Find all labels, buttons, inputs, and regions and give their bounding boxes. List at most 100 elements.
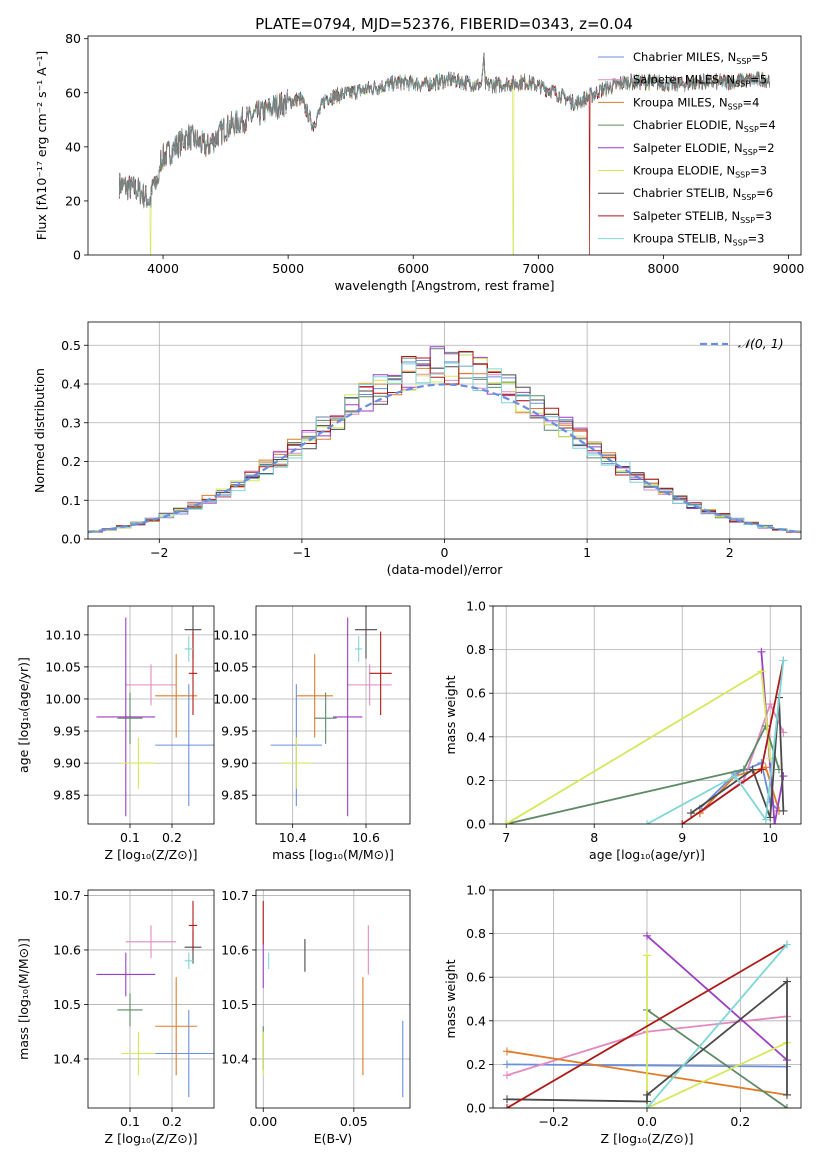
y-tick-label: 0.5 [61,338,81,353]
weight-marker [503,1060,511,1069]
weight-line-chabrier-elodie [643,1005,791,1108]
weight-marker [502,820,511,824]
x-tick-label: 10 [762,830,778,845]
y-tick-label: 10.4 [53,1051,81,1066]
spectrum-legend: Chabrier MILES, NSSP=5 Salpeter MILES, NS… [598,50,776,248]
residual-histograms [88,346,801,534]
errorbar-kroupa-stelib [355,636,363,662]
y-tick-label: 9.90 [221,756,249,771]
weight-marker [761,763,770,772]
x-tick-label: −2 [150,545,168,560]
weight-marker [783,1090,791,1099]
x-tick-label: 7000 [522,261,554,276]
mass_vs_Z-axes: 0.1 0.2 10.4 10.5 10.6 10.7 Z [log₁₀(Z/Z⊙)] mas… [16,888,214,1146]
y-tick-label: 10.05 [213,659,249,674]
y-tick-label: 0.8 [466,926,486,941]
legend-entry: Salpeter STELIB, NSSP=3 [633,209,772,225]
weight-marker [770,820,779,824]
errorbar-salpeter-stelib [188,631,198,715]
y-tick-label: 0.2 [466,1057,486,1072]
x-tick-label: 8000 [647,261,679,276]
legend-entry: Kroupa ELODIE, NSSP=3 [633,164,767,180]
weight-line-kroupa-elodie [502,667,775,824]
weight_vs_age-ylabel: mass weight [443,675,458,754]
y-tick-label: 0.4 [466,1013,486,1028]
mass_vs_ebv-axes: 0.00 0.05 10.4 10.5 10.6 10.7 E(B-V) [221,888,410,1146]
weight-marker [766,813,775,822]
weight-marker [757,765,766,774]
x-tick-label: 0.1 [120,1114,140,1129]
weight_vs_Z-frame [492,889,802,1109]
errorbar-salpeter-miles [125,664,177,706]
x-tick-label: 9000 [773,261,805,276]
age_vs_mass-frame [255,605,411,825]
normal-curve [88,383,801,534]
age_vs_mass-points [270,606,392,817]
y-tick-label: 0.6 [466,686,486,701]
age_vs_mass-xlabel: mass [log₁₀(M/M⊙)] [272,847,394,862]
legend-entry: Kroupa MILES, NSSP=4 [633,95,759,111]
spectrum-axes: 4000 5000 6000 7000 8000 9000 0 20 40 60 80 wavelen… [34,31,804,293]
errorbar-salpeter-elodie [96,952,156,997]
weight_vs_age-axes: 7 8 9 10 0.0 0.2 0.4 0.6 0.8 1.0 age [log₁₀(age/yr… [443,599,801,862]
y-tick-label: 10.05 [45,659,81,674]
weight-marker [783,940,791,949]
weight-marker [643,820,651,824]
y-tick-label: 0.0 [466,817,486,832]
mass_vs_ebv-frame [255,889,411,1109]
mass_vs_Z-ylabel: mass [log₁₀(M/M⊙)] [16,938,31,1060]
x-tick-label: −0.2 [538,1114,568,1129]
y-tick-label: 0.1 [61,493,81,508]
weight-marker [766,700,775,709]
x-tick-label: 4000 [147,261,179,276]
errorbar-chabrier-elodie [117,993,143,1027]
errorbar-kroupa-miles [155,977,198,1076]
x-tick-label: 10.4 [279,830,307,845]
residuals-frame [87,321,802,540]
x-tick-label: 0.2 [162,1114,182,1129]
y-tick-label: 10.7 [221,888,249,903]
errorbar-kroupa-stelib [184,636,193,662]
y-tick-label: 9.95 [221,724,249,739]
weight-marker [503,1047,511,1056]
legend-entry: Salpeter ELODIE, NSSP=2 [633,141,775,157]
x-tick-label: 2 [726,545,734,560]
weight-marker [643,951,651,960]
weight-marker [503,1071,511,1080]
errorbar-kroupa-miles [296,654,333,738]
errorbar-chabrier-miles [155,1009,214,1098]
age_vs_Z-axes: 0.1 0.2 9.85 9.90 9.95 10.00 10.05 10.10 Z [log₁… [16,606,214,862]
errorbar-salpeter-miles [125,925,177,959]
errorbar-chabrier-miles [155,684,214,807]
weight_vs_Z-xlabel: Z [log₁₀(Z/Z⊙)] [601,1131,694,1146]
weight_vs_age-frame [492,605,802,825]
y-tick-label: 80 [65,31,81,46]
legend-entry: Salpeter MILES, NSSP=5 [633,73,767,89]
normal-legend-label: 𝒩(0, 1) [738,336,784,351]
mass_vs_ebv-xlabel: E(B-V) [314,1131,353,1146]
y-tick-label: 40 [65,139,81,154]
y-tick-label: 0.0 [61,532,81,547]
mass_vs_ebv-points [262,900,404,1098]
spectrum-title: PLATE=0794, MJD=52376, FIBERID=0343, z=0… [255,15,633,33]
legend-entry: Chabrier ELODIE, NSSP=4 [633,118,776,134]
y-tick-label: 0.2 [61,454,81,469]
y-tick-label: 10.00 [213,691,249,706]
histogram-kroupa-stelib [88,362,801,532]
y-tick-label: 10.6 [221,942,249,957]
spectrum-frame [87,35,802,256]
x-tick-label: 0.05 [340,1114,368,1129]
x-tick-label: 0.1 [120,830,140,845]
mass_vs_Z-points [96,900,214,1098]
x-tick-label: 1 [583,545,591,560]
weight-marker [503,1104,511,1108]
errorbar-salpeter-elodie [96,617,156,817]
y-tick-label: 9.85 [221,788,249,803]
x-tick-label: 6000 [397,261,429,276]
y-tick-label: 0.4 [466,729,486,744]
errorbar-kroupa-elodie [121,1031,156,1076]
y-tick-label: 0.8 [466,642,486,657]
errorbar-kroupa-elodie [121,737,156,789]
x-tick-label: 0.00 [249,1114,277,1129]
weight-marker [783,977,791,986]
